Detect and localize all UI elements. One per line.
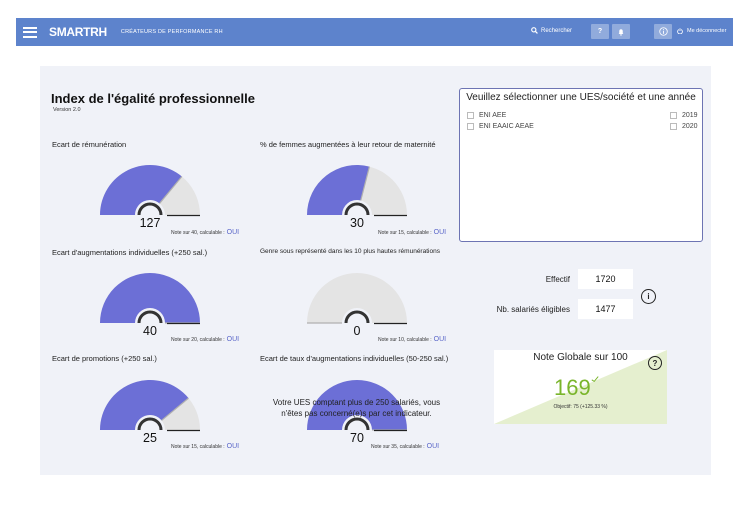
gauge-value: 30 [350, 216, 364, 230]
gauge-value: 0 [353, 324, 361, 338]
calculable-value: OUI [226, 229, 240, 236]
score-area-shape [494, 350, 667, 424]
logout-button[interactable]: Me déconnecter [677, 28, 726, 34]
calculable-value: OUI [226, 443, 240, 450]
gauge-fill [307, 165, 370, 215]
gauge-value: 25 [143, 431, 157, 445]
gauge-note-text: Note sur 35, calculable : [371, 444, 425, 450]
eligibles-value: 1477 [578, 299, 633, 319]
score-objective: Objectif: 75 (+125.33 %) [553, 404, 608, 410]
help-label: ? [597, 28, 603, 35]
eligibles-label: Nb. salariés éligibles [496, 305, 570, 314]
gauge-note: Note sur 35, calculable : OUI [371, 443, 439, 450]
gauge-note-text: Note sur 20, calculable : [171, 337, 225, 343]
gauge-chart [307, 380, 407, 432]
gauge-fill [307, 380, 407, 430]
bell-icon [618, 28, 624, 36]
gauge-chart [100, 273, 200, 325]
year-option[interactable]: 2020 [670, 123, 698, 130]
gauge-note-text: Note sur 40, calculable : [171, 230, 225, 236]
gauge-note-text: Note sur 15, calculable : [378, 230, 432, 236]
entity-option[interactable]: ENI EAAIC AEAE [467, 123, 534, 130]
calculable-value: OUI [226, 336, 240, 343]
gauge-center-ring [344, 310, 370, 324]
gauge-label: % de femmes augmentées à leur retour de … [260, 140, 436, 149]
search-label: Rechercher [541, 27, 573, 34]
check-icon [591, 376, 599, 383]
gauge-center-ring [344, 417, 370, 431]
search-icon [531, 27, 538, 34]
entity-year-slicer: Veuillez sélectionner une UES/société et… [459, 88, 703, 242]
gauge-note: Note sur 20, calculable : OUI [171, 336, 239, 343]
effectif-value: 1720 [578, 269, 633, 289]
calculable-value: OUI [433, 229, 447, 236]
entity-option-label: ENI EAAIC AEAE [479, 123, 534, 130]
gauge-chart [307, 165, 407, 217]
gauge-fill [100, 273, 200, 323]
notifications-button[interactable] [612, 24, 630, 39]
year-option[interactable]: 2019 [670, 112, 698, 119]
search-button[interactable]: Rechercher [531, 27, 572, 34]
gauge-label: Ecart de rémunération [52, 140, 127, 149]
gauge-note-text: Note sur 10, calculable : [378, 337, 432, 343]
checkbox[interactable] [467, 112, 474, 119]
gauge-fill [100, 380, 189, 430]
gauge-value: 127 [139, 216, 161, 230]
gauge-note: Note sur 40, calculable : OUI [171, 229, 239, 236]
hamburger-menu-icon[interactable] [23, 26, 37, 38]
help-button[interactable]: ? [591, 24, 609, 39]
score-title: Note Globale sur 100 [533, 352, 628, 363]
checkbox[interactable] [467, 123, 474, 130]
global-score-card: Note Globale sur 100 169 Objectif: 75 (+… [494, 350, 667, 424]
gauge-label: Ecart de promotions (+250 sal.) [52, 354, 157, 363]
gauge-chart [100, 380, 200, 432]
page-title: Index de l'égalité professionnelle [51, 91, 255, 106]
info-button[interactable] [654, 24, 672, 39]
slicer-title: Veuillez sélectionner une UES/société et… [466, 92, 696, 103]
app-tagline: CRÉATEURS DE PERFORMANCE RH [120, 29, 223, 35]
calculable-value: OUI [433, 336, 447, 343]
gauge-needle [161, 397, 189, 421]
gauge-value: 70 [350, 431, 364, 445]
gauge-chart [307, 273, 407, 325]
entity-option-label: ENI AEE [479, 112, 507, 119]
calculable-value: OUI [426, 443, 440, 450]
score-value: 169 [554, 375, 599, 401]
info-icon [658, 27, 668, 36]
year-option-label: 2019 [682, 112, 698, 119]
gauge-track [307, 273, 407, 323]
gauge-label: Ecart d'augmentations individuelles (+25… [52, 248, 208, 257]
version-label: Version 2.0 [53, 107, 81, 113]
gauge-note: Note sur 15, calculable : OUI [378, 229, 446, 236]
gauge-needle [159, 176, 183, 204]
gauge-note-text: Note sur 15, calculable : [171, 444, 225, 450]
gauge-note: Note sur 10, calculable : OUI [378, 336, 446, 343]
top-bar: SMARTRH CRÉATEURS DE PERFORMANCE RH Rech… [16, 18, 733, 46]
not-applicable-message: Votre UES comptant plus de 250 salariés,… [272, 398, 441, 418]
logout-label: Me déconnecter [687, 28, 727, 34]
gauge-note: Note sur 15, calculable : OUI [171, 443, 239, 450]
gauge-chart [100, 165, 200, 217]
power-icon [677, 28, 683, 34]
gauge-center-ring [344, 202, 370, 216]
gauge-value: 40 [143, 324, 157, 338]
gauge-center-ring [137, 417, 163, 431]
gauge-center-ring [137, 202, 163, 216]
checkbox[interactable] [670, 123, 677, 130]
year-option-label: 2020 [682, 123, 698, 130]
effectif-label: Effectif [545, 275, 570, 284]
checkbox[interactable] [670, 112, 677, 119]
gauge-needle [360, 166, 371, 201]
gauge-center-ring [137, 310, 163, 324]
info-icon[interactable]: i [641, 289, 656, 304]
help-icon[interactable]: ? [648, 356, 662, 370]
app-logo[interactable]: SMARTRH [49, 25, 107, 39]
entity-option[interactable]: ENI AEE [467, 112, 506, 119]
gauge-fill [100, 165, 182, 215]
gauge-label: Ecart de taux d'augmentations individuel… [260, 354, 449, 363]
gauge-label: Genre sous représenté dans les 10 plus h… [260, 248, 440, 255]
